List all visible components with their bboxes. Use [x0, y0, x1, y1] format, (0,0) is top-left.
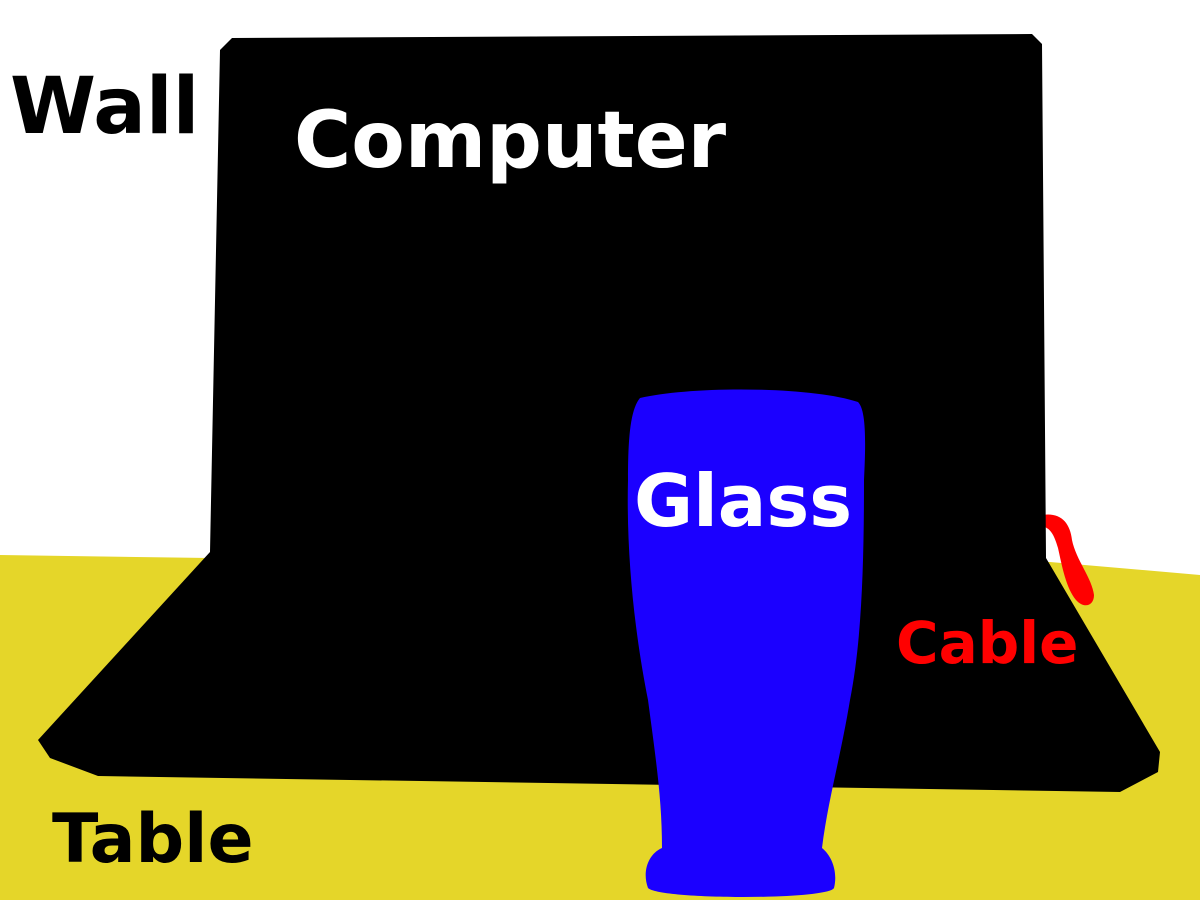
computer-label: Computer [294, 96, 727, 186]
table-label: Table [52, 800, 254, 879]
wall-label: Wall [10, 62, 200, 152]
computer-region [38, 34, 1160, 792]
glass-region [627, 389, 866, 897]
cable-region [1042, 514, 1094, 606]
cable-label: Cable [896, 609, 1079, 677]
glass-label: Glass [634, 459, 853, 543]
